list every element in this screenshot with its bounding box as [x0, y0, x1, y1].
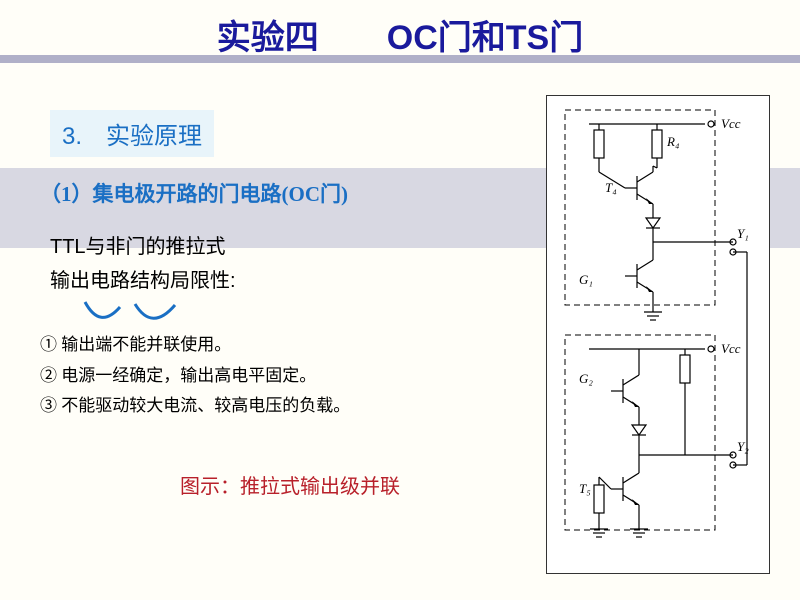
caption-text: 图示：推拉式输出级并联 [180, 476, 400, 498]
annot-stroke-2 [135, 304, 175, 318]
section-title: 3. 实验原理 [62, 123, 202, 150]
svg-text:Vcc: Vcc [721, 116, 741, 131]
body-line-1: TTL与非门的推拉式 [50, 230, 236, 264]
list-item: ① 输出端不能并联使用。 [40, 330, 350, 361]
subtitle: （1）集电极开路的门电路(OC门) [40, 178, 348, 208]
section-title-box: 3. 实验原理 [50, 110, 214, 157]
figure-caption: 图示：推拉式输出级并联 [180, 470, 400, 499]
subtitle-text: （1）集电极开路的门电路(OC门) [40, 182, 348, 206]
list-item: ③ 不能驱动较大电流、较高电压的负载。 [40, 391, 350, 422]
slide-title-text: 实验四 OC门和TS门 [217, 19, 583, 57]
body-block: TTL与非门的推拉式 输出电路结构局限性: [50, 230, 236, 298]
slide-title: 实验四 OC门和TS门 [0, 10, 800, 59]
list-item: ② 电源一经确定，输出高电平固定。 [40, 361, 350, 392]
svg-text:Y₁: Y₁ [737, 226, 749, 241]
circuit-diagram: VccR₄T₄Y₁G₁VccG₂Y₂T₅ [546, 95, 770, 574]
circuit-svg: VccR₄T₄Y₁G₁VccG₂Y₂T₅ [553, 102, 763, 562]
svg-text:Vcc: Vcc [721, 341, 741, 356]
body-line-2: 输出电路结构局限性: [50, 264, 236, 298]
svg-text:G₁: G₁ [579, 272, 593, 287]
limitations-list: ① 输出端不能并联使用。 ② 电源一经确定，输出高电平固定。 ③ 不能驱动较大电… [40, 330, 350, 422]
svg-text:R₄: R₄ [666, 134, 680, 149]
svg-text:G₂: G₂ [579, 371, 593, 386]
svg-text:T₅: T₅ [579, 481, 591, 496]
annot-stroke-1 [85, 302, 120, 317]
